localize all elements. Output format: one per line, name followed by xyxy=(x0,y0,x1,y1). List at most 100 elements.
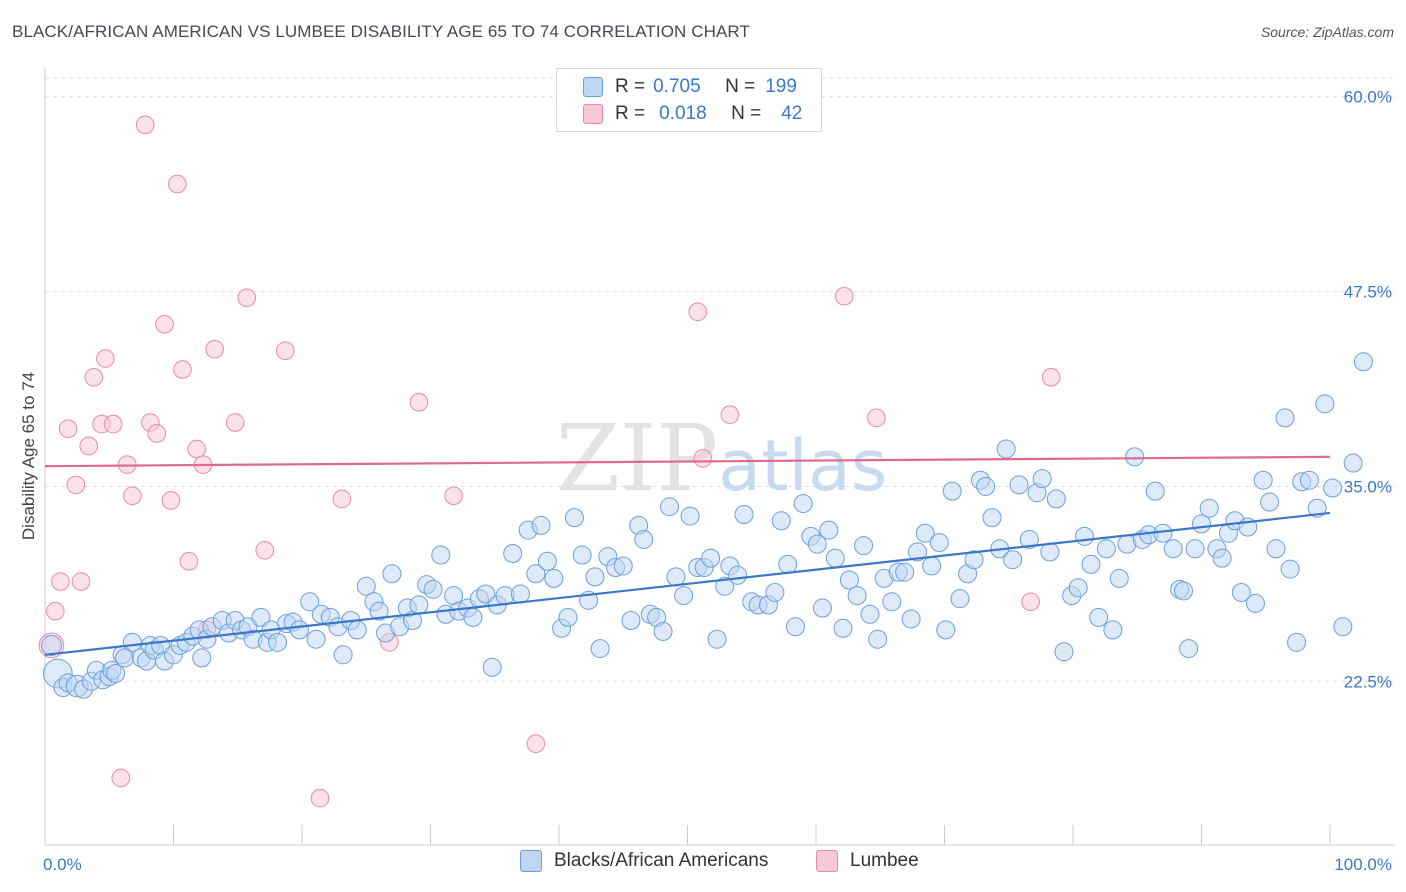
black-point xyxy=(728,565,748,585)
legend-swatch-blue xyxy=(583,77,603,97)
black-point xyxy=(300,592,320,612)
black-point xyxy=(531,515,551,535)
black-point xyxy=(854,536,874,556)
black-point xyxy=(1315,394,1335,414)
legend-box: R = 0.705 N = 199 R = 0.018 N = 42 xyxy=(556,68,822,132)
black-point xyxy=(653,621,673,641)
lumbee-points xyxy=(38,115,1061,808)
lumbee-point xyxy=(135,115,155,135)
legend-row-blue: R = 0.705 N = 199 xyxy=(583,75,797,99)
y-tick-label: 60.0% xyxy=(1344,88,1392,107)
black-point xyxy=(680,506,700,526)
black-point xyxy=(503,543,523,563)
black-point xyxy=(289,620,309,640)
black-point xyxy=(1096,539,1116,559)
black-point xyxy=(122,632,142,652)
lumbee-point xyxy=(867,408,886,428)
lumbee-point xyxy=(693,449,713,468)
legend-r-label: R = xyxy=(615,76,646,97)
lumbee-point xyxy=(147,424,167,443)
black-point xyxy=(1212,548,1232,568)
x-tick-label-start: 0.0% xyxy=(43,855,82,874)
black-point xyxy=(1275,408,1295,428)
black-point xyxy=(950,589,970,609)
lumbee-point xyxy=(168,174,187,194)
black-point xyxy=(585,567,605,587)
black-point xyxy=(558,607,578,627)
black-point xyxy=(734,505,754,525)
black-point xyxy=(707,629,727,649)
black-point xyxy=(839,570,859,590)
lumbee-point xyxy=(255,541,275,560)
bottom-legend-swatch-blue xyxy=(520,850,542,872)
black-point xyxy=(715,576,735,596)
lumbee-point xyxy=(96,349,115,368)
lumbee-point xyxy=(332,489,352,509)
black-point xyxy=(1245,593,1265,613)
black-point xyxy=(1046,489,1066,509)
black-point xyxy=(1153,523,1173,543)
black-point xyxy=(901,609,921,629)
black-point xyxy=(765,582,785,602)
black-point xyxy=(1333,617,1353,637)
black-point xyxy=(476,584,496,604)
black-point xyxy=(306,629,326,649)
black-point xyxy=(1253,470,1273,490)
lumbee-point xyxy=(526,734,546,753)
black-point xyxy=(1280,559,1300,579)
black-point xyxy=(463,607,483,627)
lumbee-point xyxy=(444,486,463,506)
black-point xyxy=(964,550,984,570)
black-point xyxy=(1003,550,1023,570)
tick-labels: 22.5% 35.0% 47.5% 60.0% 0.0% 100.0% xyxy=(43,88,1392,874)
black-point xyxy=(895,562,915,582)
black-point xyxy=(1145,481,1165,501)
lumbee-point xyxy=(111,768,131,788)
black-trendline xyxy=(44,511,1331,656)
black-point xyxy=(590,639,610,659)
black-point xyxy=(192,648,212,668)
lumbee-point xyxy=(58,419,78,439)
black-point xyxy=(1103,620,1123,640)
lumbee-point xyxy=(720,405,740,425)
black-point xyxy=(1081,554,1101,574)
black-point xyxy=(1260,492,1280,512)
black-point xyxy=(996,439,1016,459)
watermark: ZIPatlas xyxy=(556,405,887,512)
black-point xyxy=(369,601,389,621)
black-point xyxy=(268,632,288,652)
black-point xyxy=(922,556,942,576)
black-point xyxy=(510,584,530,604)
black-point xyxy=(908,542,928,562)
black-point xyxy=(1287,632,1307,652)
legend-r-value: 0.018 xyxy=(659,103,707,124)
lumbee-trendline xyxy=(44,455,1331,468)
black-point xyxy=(882,592,902,612)
bottom-legend-lumbee: Lumbee xyxy=(816,850,919,872)
black-point xyxy=(106,664,126,684)
black-points xyxy=(41,352,1373,699)
lumbee-point xyxy=(187,439,206,459)
black-point xyxy=(1075,526,1095,546)
y-tick-label: 22.5% xyxy=(1344,672,1392,691)
black-point xyxy=(1054,642,1074,662)
lumbee-point xyxy=(179,551,199,571)
black-point xyxy=(860,604,880,624)
legend-r-label: R = xyxy=(615,103,646,124)
black-point xyxy=(785,617,805,637)
legend-n-label: N = xyxy=(731,103,762,124)
lumbee-point xyxy=(310,788,330,808)
x-tick-label-end: 100.0% xyxy=(1334,855,1392,874)
black-point xyxy=(482,657,502,677)
lumbee-point xyxy=(834,286,854,306)
black-point xyxy=(868,629,888,649)
black-point xyxy=(1068,578,1088,598)
black-point xyxy=(347,620,367,640)
lumbee-point xyxy=(51,572,70,591)
legend-r-value: 0.705 xyxy=(653,76,701,97)
watermark-zip: ZIP xyxy=(556,405,718,512)
black-point xyxy=(537,551,557,571)
black-point xyxy=(1125,447,1145,467)
black-point xyxy=(674,586,694,606)
black-point xyxy=(1299,470,1319,490)
